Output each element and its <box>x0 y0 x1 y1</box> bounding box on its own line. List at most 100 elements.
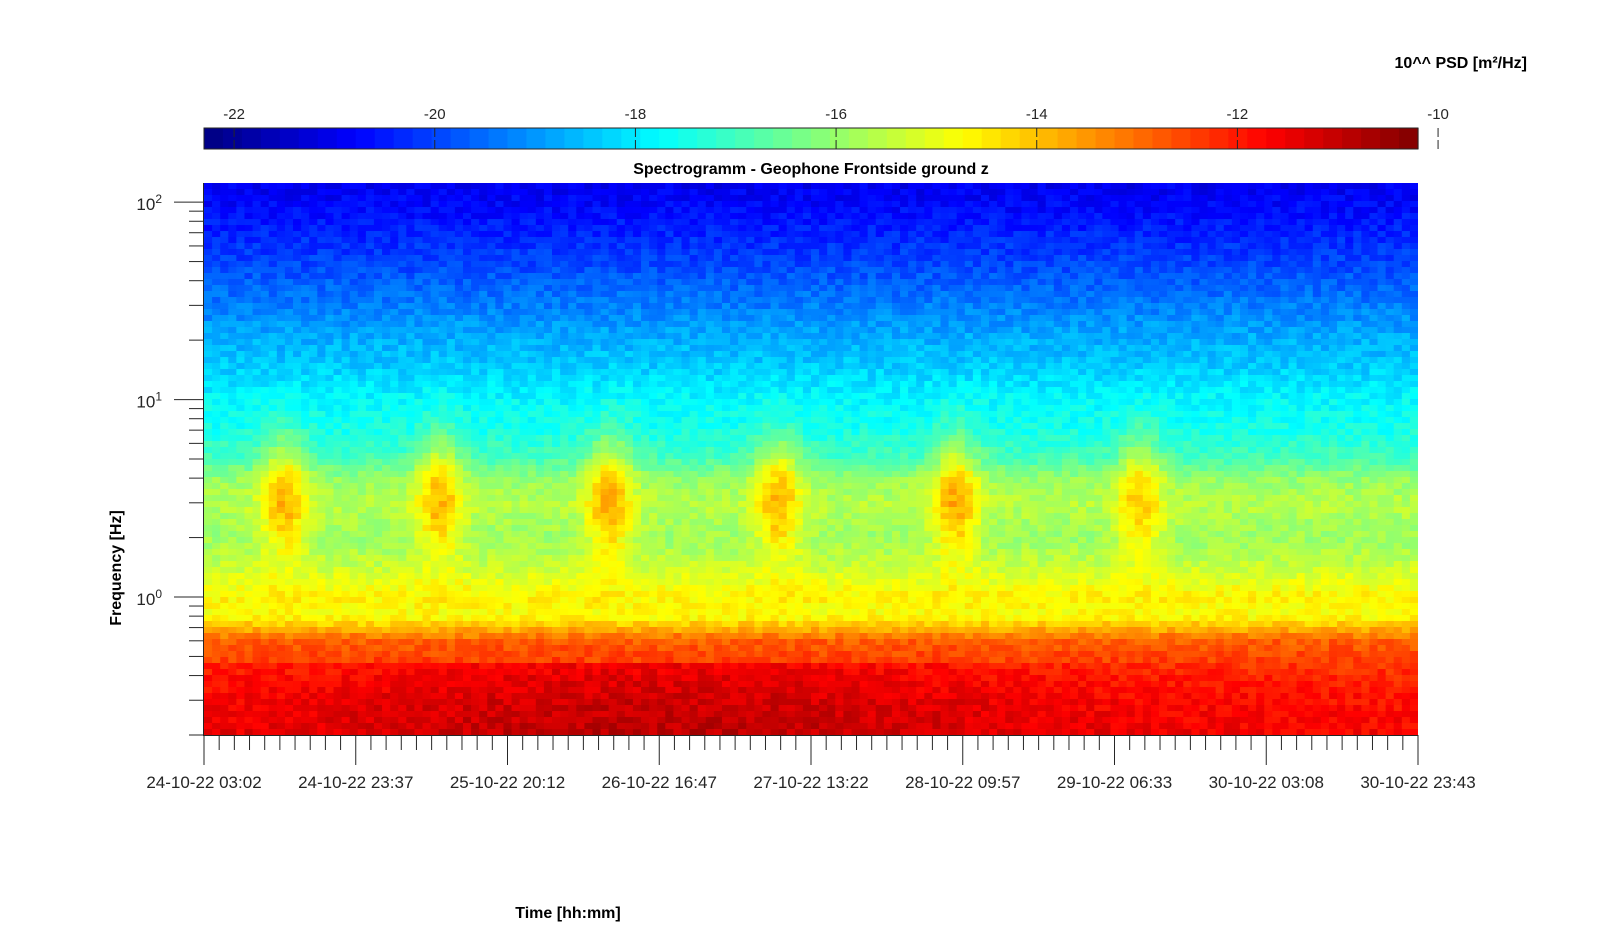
heatmap-cell <box>673 213 683 220</box>
heatmap-cell <box>276 333 286 340</box>
heatmap-cell <box>843 225 853 232</box>
heatmap-cell <box>438 249 448 256</box>
heatmap-cell <box>600 363 610 370</box>
heatmap-cell <box>632 309 642 316</box>
heatmap-cell <box>1304 345 1314 352</box>
heatmap-cell <box>495 363 505 370</box>
heatmap-cell <box>1361 249 1371 256</box>
heatmap-cell <box>1175 351 1184 358</box>
heatmap-cell <box>268 279 278 286</box>
heatmap-cell <box>916 333 925 340</box>
heatmap-cell <box>867 345 877 352</box>
heatmap-cell <box>244 363 254 370</box>
heatmap-cell <box>552 267 561 274</box>
heatmap-cell <box>414 201 424 208</box>
heatmap-cell <box>875 345 885 352</box>
heatmap-cell <box>1304 363 1314 370</box>
heatmap-cell <box>794 327 804 334</box>
heatmap-cell <box>1053 345 1063 352</box>
heatmap-cell <box>333 369 343 376</box>
heatmap-cell <box>924 321 933 328</box>
heatmap-cell <box>802 207 812 214</box>
heatmap-cell <box>301 201 310 208</box>
heatmap-cell <box>956 237 966 244</box>
heatmap-cell <box>560 369 569 376</box>
heatmap-cell <box>382 321 391 328</box>
heatmap-cell <box>1369 201 1379 208</box>
heatmap-cell <box>1369 309 1379 316</box>
heatmap-cell <box>1385 357 1395 364</box>
heatmap-cell <box>754 285 764 292</box>
heatmap-cell <box>1029 237 1039 244</box>
heatmap-cell <box>1118 195 1128 202</box>
heatmap-cell <box>1078 315 1087 322</box>
heatmap-cell <box>1053 291 1063 298</box>
heatmap-cell <box>811 183 820 190</box>
heatmap-cell <box>1353 369 1362 376</box>
heatmap-cell <box>746 189 755 196</box>
heatmap-cell <box>851 375 861 382</box>
heatmap-cell <box>1231 225 1241 232</box>
heatmap-cell <box>1005 195 1014 202</box>
heatmap-cell <box>1215 303 1225 310</box>
heatmap-cell <box>1223 237 1233 244</box>
heatmap-cell <box>1037 219 1047 226</box>
heatmap-cell <box>349 333 359 340</box>
heatmap-cell <box>730 219 739 226</box>
heatmap-cell <box>576 225 585 232</box>
heatmap-cell <box>705 237 715 244</box>
heatmap-cell <box>778 219 788 226</box>
heatmap-cell <box>859 273 869 280</box>
heatmap-cell <box>827 297 836 304</box>
heatmap-cell <box>746 327 755 334</box>
heatmap-cell <box>1288 219 1298 226</box>
heatmap-cell <box>1272 183 1282 190</box>
heatmap-cell <box>552 201 561 208</box>
heatmap-cell <box>552 309 561 316</box>
heatmap-cell <box>398 345 407 352</box>
heatmap-cell <box>438 357 448 364</box>
heatmap-cell <box>1110 333 1120 340</box>
heatmap-cell <box>1231 363 1241 370</box>
heatmap-cell <box>980 327 990 334</box>
heatmap-cell <box>1280 357 1290 364</box>
heatmap-cell <box>511 219 521 226</box>
heatmap-cell <box>1264 237 1273 244</box>
heatmap-cell <box>819 261 828 268</box>
heatmap-cell <box>762 213 772 220</box>
heatmap-cell <box>1069 237 1079 244</box>
heatmap-cell <box>276 339 286 346</box>
heatmap-cell <box>657 363 666 370</box>
heatmap-cell <box>730 285 739 292</box>
heatmap-cell <box>406 285 416 292</box>
heatmap-cell <box>802 273 812 280</box>
heatmap-cell <box>1296 213 1306 220</box>
heatmap-cell <box>1013 369 1023 376</box>
heatmap-cell <box>1037 345 1047 352</box>
heatmap-cell <box>357 261 367 268</box>
heatmap-cell <box>1377 315 1387 322</box>
heatmap-cell <box>446 291 456 298</box>
heatmap-cell <box>1239 351 1249 358</box>
heatmap-cell <box>543 207 553 214</box>
heatmap-cell <box>827 291 836 298</box>
heatmap-cell <box>1118 363 1128 370</box>
heatmap-cell <box>908 303 917 310</box>
heatmap-cell <box>1118 345 1128 352</box>
heatmap-cell <box>1037 267 1047 274</box>
heatmap-cell <box>1110 267 1120 274</box>
heatmap-cell <box>705 267 715 274</box>
heatmap-cell <box>382 363 391 370</box>
heatmap-cell <box>891 333 901 340</box>
heatmap-cell <box>212 297 221 304</box>
heatmap-cell <box>422 213 432 220</box>
heatmap-cell <box>1159 285 1168 292</box>
heatmap-cell <box>204 369 213 376</box>
heatmap-cell <box>487 267 496 274</box>
heatmap-cell <box>770 225 780 232</box>
heatmap-cell <box>430 183 440 190</box>
heatmap-cell <box>1045 249 1055 256</box>
heatmap-cell <box>592 231 602 238</box>
heatmap-cell <box>511 243 521 250</box>
heatmap-cell <box>446 183 456 190</box>
